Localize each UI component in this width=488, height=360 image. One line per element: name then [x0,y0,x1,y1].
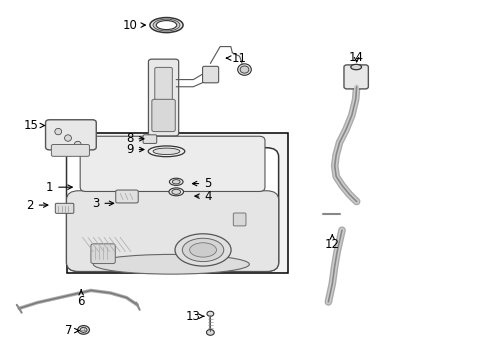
FancyBboxPatch shape [55,203,74,213]
Ellipse shape [168,188,183,196]
FancyBboxPatch shape [155,67,172,103]
Text: 12: 12 [324,235,339,251]
Text: 8: 8 [126,132,143,145]
FancyBboxPatch shape [91,244,115,264]
Ellipse shape [240,66,248,73]
Ellipse shape [156,21,176,30]
Ellipse shape [172,180,180,184]
Ellipse shape [175,234,231,266]
Text: 6: 6 [77,290,85,309]
Bar [66,134,288,273]
Ellipse shape [148,146,184,157]
Ellipse shape [153,148,180,154]
Ellipse shape [182,238,224,262]
Text: 3: 3 [92,197,114,210]
FancyBboxPatch shape [202,66,218,83]
Ellipse shape [237,64,251,75]
Text: 15: 15 [23,119,44,132]
FancyBboxPatch shape [233,213,245,226]
FancyBboxPatch shape [148,59,178,136]
Text: 1: 1 [45,181,72,194]
FancyBboxPatch shape [80,136,264,192]
Ellipse shape [206,311,213,316]
FancyBboxPatch shape [343,65,367,89]
Text: 5: 5 [192,177,211,190]
Ellipse shape [93,255,249,274]
Ellipse shape [74,141,81,148]
Text: 14: 14 [348,51,364,64]
Text: 7: 7 [65,324,79,337]
Ellipse shape [350,64,361,70]
FancyBboxPatch shape [45,120,96,150]
Ellipse shape [189,243,216,257]
Text: 11: 11 [226,51,246,64]
Ellipse shape [169,178,183,185]
FancyBboxPatch shape [66,191,278,271]
Ellipse shape [78,325,89,334]
Ellipse shape [150,18,183,33]
Text: 13: 13 [185,310,203,323]
FancyBboxPatch shape [51,144,89,156]
Text: 9: 9 [126,143,143,156]
Text: 4: 4 [195,190,211,203]
Text: 2: 2 [26,199,48,212]
FancyBboxPatch shape [152,99,175,132]
FancyBboxPatch shape [66,148,278,271]
Ellipse shape [64,135,71,141]
Ellipse shape [55,129,61,135]
Ellipse shape [153,19,180,31]
FancyBboxPatch shape [143,135,157,143]
Ellipse shape [80,327,87,332]
FancyBboxPatch shape [116,190,138,203]
Ellipse shape [171,189,180,194]
Ellipse shape [206,329,214,335]
Text: 10: 10 [122,19,145,32]
